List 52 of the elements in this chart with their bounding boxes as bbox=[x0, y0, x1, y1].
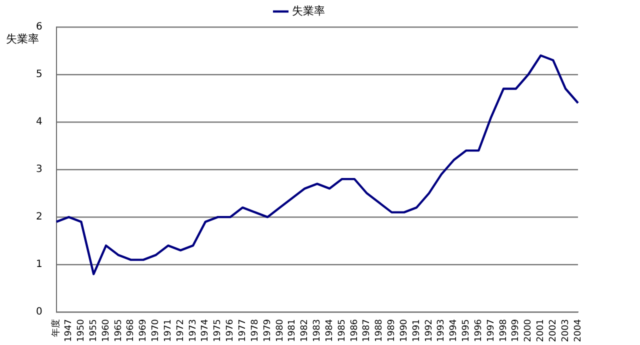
x-tick-label: 1994 bbox=[449, 318, 460, 342]
x-tick-label: 年度 bbox=[50, 319, 62, 338]
y-tick-label: 3 bbox=[36, 164, 42, 176]
x-tick-label: 1968 bbox=[126, 318, 136, 342]
x-tick-label: 1984 bbox=[324, 318, 335, 342]
x-tick-label: 2004 bbox=[573, 318, 584, 342]
x-tick-label: 1973 bbox=[188, 319, 198, 342]
x-tick-label: 1980 bbox=[275, 318, 286, 342]
x-tick-label: 1974 bbox=[200, 318, 211, 342]
x-tick-label: 1950 bbox=[76, 318, 87, 342]
x-tick-label: 1988 bbox=[374, 318, 385, 342]
y-axis-title: 失業率 bbox=[6, 32, 39, 46]
x-tick-label: 1970 bbox=[151, 318, 162, 342]
x-tick-label: 2001 bbox=[536, 319, 546, 342]
x-tick-label: 1979 bbox=[262, 318, 273, 342]
x-tick-label: 1969 bbox=[138, 318, 149, 342]
x-tick-label: 1996 bbox=[474, 318, 484, 342]
x-tick-label: 1999 bbox=[511, 318, 522, 342]
x-tick-label: 1971 bbox=[163, 319, 174, 342]
x-tick-label: 1995 bbox=[462, 319, 472, 342]
x-tick-label: 1991 bbox=[412, 319, 422, 342]
x-tick-label: 2003 bbox=[560, 319, 571, 342]
y-tick-label: 2 bbox=[36, 212, 42, 223]
x-tick-label: 1976 bbox=[226, 318, 236, 342]
x-tick-label: 1955 bbox=[88, 319, 99, 342]
x-tick-label: 2000 bbox=[524, 318, 534, 342]
x-tick-label: 2002 bbox=[548, 319, 559, 342]
x-tick-label: 1982 bbox=[300, 319, 310, 342]
legend-label: 失業率 bbox=[292, 4, 325, 18]
x-tick-label: 1986 bbox=[350, 318, 360, 342]
x-tick-label: 1975 bbox=[213, 319, 224, 342]
y-tick-label: 5 bbox=[36, 69, 42, 80]
y-tick-label: 0 bbox=[36, 306, 42, 318]
x-tick-label: 1985 bbox=[337, 319, 348, 342]
x-tick-label: 1993 bbox=[436, 319, 447, 342]
x-tick-label: 1998 bbox=[498, 318, 509, 342]
x-tick-label: 1947 bbox=[64, 319, 74, 342]
y-tick-label: 1 bbox=[36, 259, 42, 270]
y-tick-label: 6 bbox=[36, 22, 42, 33]
x-tick-label: 1965 bbox=[114, 319, 124, 342]
x-tick-label: 1981 bbox=[288, 319, 298, 342]
x-tick-label: 1990 bbox=[399, 318, 410, 342]
x-tick-label: 1978 bbox=[250, 318, 260, 342]
x-tick-label: 1960 bbox=[101, 318, 112, 342]
x-tick-label: 1983 bbox=[312, 319, 323, 342]
x-tick-label: 1977 bbox=[238, 319, 248, 342]
y-tick-label: 4 bbox=[36, 116, 42, 128]
x-tick-label: 1987 bbox=[362, 319, 372, 342]
x-tick-label: 1992 bbox=[424, 319, 434, 342]
x-tick-label: 1997 bbox=[486, 319, 496, 342]
x-tick-label: 1972 bbox=[176, 319, 186, 342]
x-tick-label: 1989 bbox=[387, 318, 398, 342]
